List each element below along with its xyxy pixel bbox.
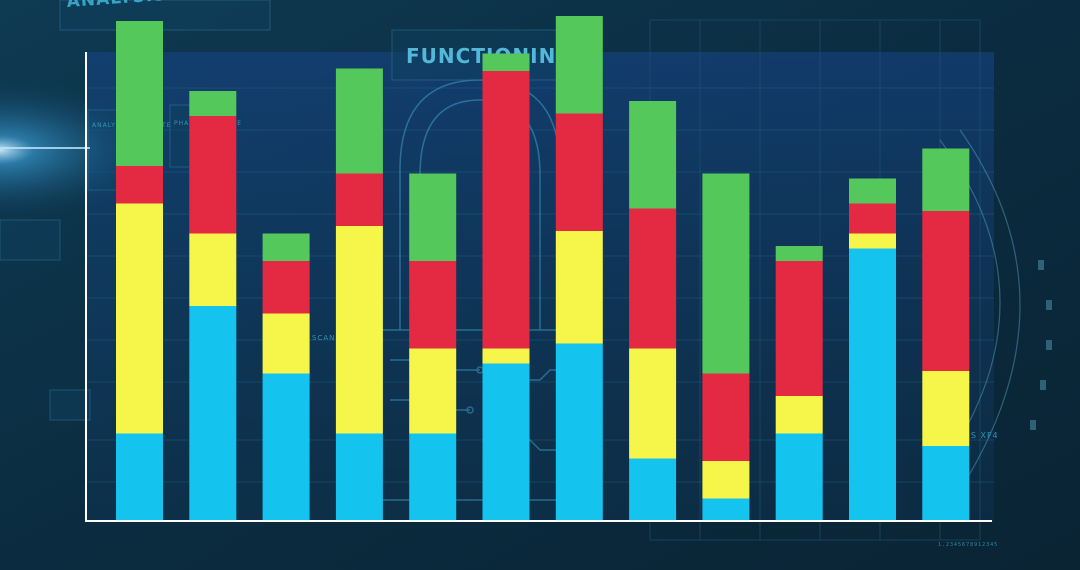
bar-4-segment-4 [335,68,383,174]
bar-2-segment-1 [189,306,237,521]
bar-6-segment-4 [482,53,530,71]
bar-5-segment-1 [409,433,457,521]
bar-1-segment-1 [116,433,163,521]
bar-10-segment-1 [775,433,823,521]
bar-5-segment-4 [409,173,457,261]
bar-8-segment-3 [629,208,677,349]
bar-1-segment-4 [116,21,163,166]
bar-12-segment-2 [922,371,970,446]
bar-10-segment-2 [775,396,823,434]
bar-4-segment-3 [335,173,383,226]
bar-6-segment-1 [482,363,530,521]
bar-12-segment-4 [922,148,970,211]
bar-7-segment-4 [555,16,603,114]
bar-group [116,16,970,521]
bar-6-segment-2 [482,348,530,364]
bar-11-segment-1 [849,248,896,521]
xf4-label: US XF4 [964,431,999,440]
bar-6-segment-3 [482,71,530,349]
bar-8-segment-4 [629,101,677,209]
scanning-label: SCANNING [312,334,358,342]
bar-11-segment-3 [849,203,896,234]
bar-4-segment-2 [335,226,383,434]
serial-number-label: 1.2345678912345 [938,542,999,548]
bar-7-segment-1 [555,343,603,521]
bar-10-segment-3 [775,261,823,396]
bar-9-segment-1 [702,498,750,521]
bar-9-segment-3 [702,373,750,461]
bar-5-segment-2 [409,348,457,434]
bar-8-segment-1 [629,458,677,521]
bar-3-segment-4 [262,233,310,261]
bar-3-segment-2 [262,313,310,374]
bar-2-segment-4 [189,91,237,116]
bar-9-segment-4 [702,173,750,374]
bar-12-segment-1 [922,446,970,521]
bar-2-segment-3 [189,116,237,234]
bar-1-segment-3 [116,166,163,204]
bar-11-segment-2 [849,233,896,249]
bar-9-segment-2 [702,461,750,499]
bar-7-segment-3 [555,113,603,231]
bar-10-segment-4 [775,246,823,261]
bar-8-segment-2 [629,348,677,459]
bar-11-segment-4 [849,178,896,204]
bar-12-segment-3 [922,211,970,371]
bar-4-segment-1 [335,433,383,521]
bar-1-segment-2 [116,203,163,434]
bar-5-segment-3 [409,261,457,349]
bar-2-segment-2 [189,233,237,306]
bar-3-segment-1 [262,373,310,521]
bar-3-segment-3 [262,261,310,314]
bar-7-segment-2 [555,231,603,344]
